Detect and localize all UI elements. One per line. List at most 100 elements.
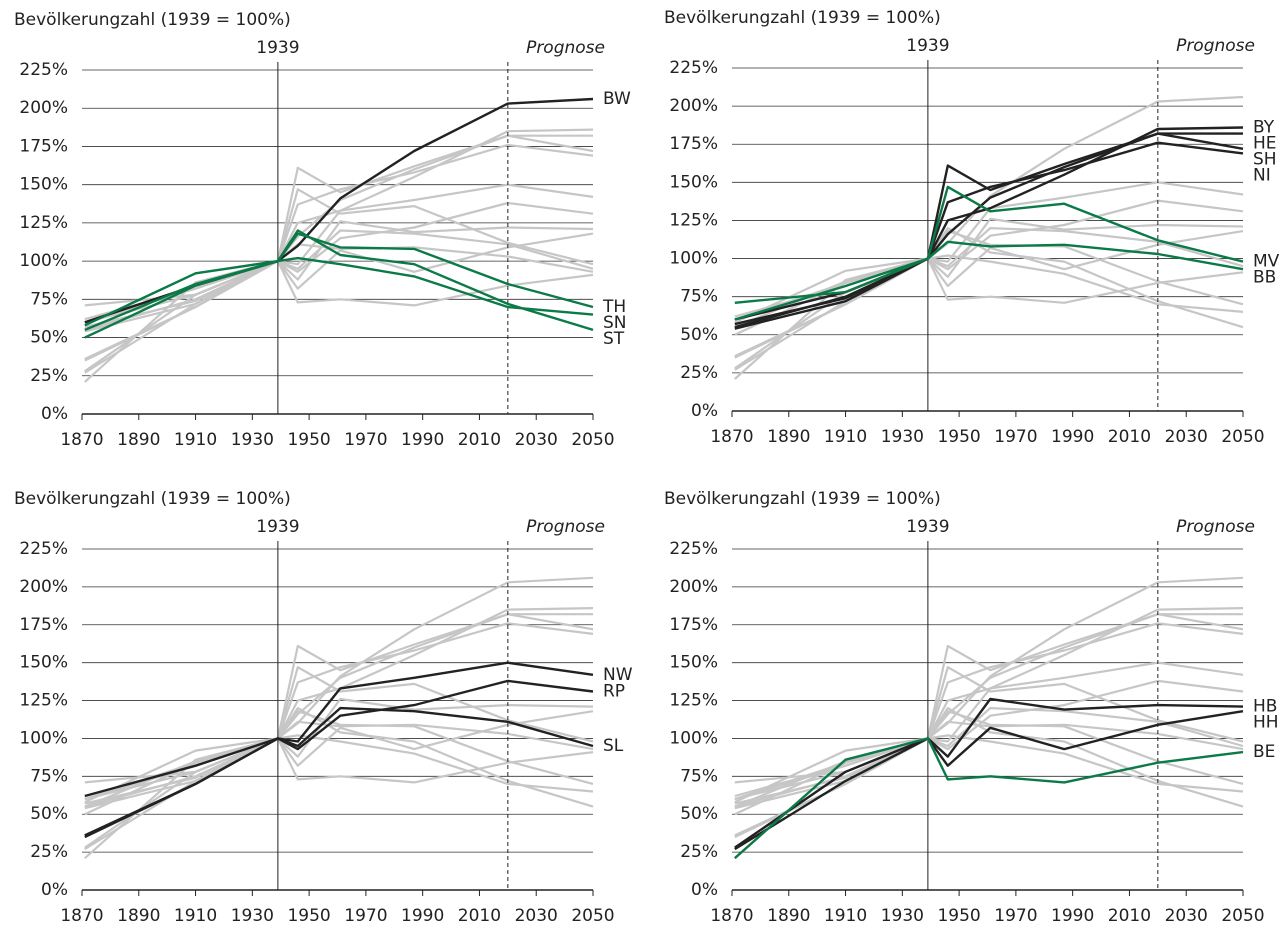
series-label: MV (1253, 252, 1280, 272)
series-label: SN (603, 313, 627, 333)
y-tick-label: 200% (19, 577, 68, 597)
x-tick-label: 2030 (1165, 427, 1208, 447)
y-tick-label: 0% (691, 880, 718, 900)
series-line (734, 141, 1244, 329)
series-label: NI (1253, 165, 1271, 185)
series-label: BB (1253, 268, 1276, 288)
marker-label: 1939 (906, 36, 949, 56)
series-line (84, 710, 594, 804)
series-line (84, 201, 594, 321)
series-line (84, 232, 594, 374)
y-tick-label: 50% (680, 325, 718, 345)
x-tick-label: 1870 (710, 427, 753, 447)
y-tick-label: 0% (41, 404, 68, 424)
series-line (84, 229, 594, 362)
series-line (84, 607, 594, 801)
x-tick-label: 1950 (287, 430, 330, 450)
x-tick-label: 1930 (231, 906, 274, 926)
x-tick-label: 1910 (824, 427, 867, 447)
series-line (84, 220, 594, 373)
y-tick-label: 225% (19, 60, 68, 80)
series-line (84, 622, 594, 808)
y-tick-label: 50% (30, 804, 68, 824)
series-line (734, 707, 1244, 816)
series-line (84, 661, 594, 837)
y-tick-label: 125% (19, 213, 68, 233)
x-tick-label: 1970 (344, 430, 387, 450)
x-tick-label: 1870 (60, 430, 103, 450)
y-tick-label: 225% (19, 539, 68, 559)
y-tick-label: 200% (669, 577, 718, 597)
y-tick-label: 25% (680, 842, 718, 862)
x-tick-label: 2010 (458, 906, 501, 926)
series-label: BW (603, 89, 631, 109)
series-label: SL (603, 736, 624, 756)
x-tick-label: 1950 (937, 427, 980, 447)
marker-label: 1939 (906, 517, 949, 537)
y-tick-label: 175% (19, 136, 68, 156)
chart-title: Bevölkerungzahl (1939 = 100%) (14, 10, 291, 30)
series-label: BY (1253, 117, 1275, 137)
y-tick-label: 75% (30, 289, 68, 309)
x-tick-label: 2010 (1108, 906, 1151, 926)
x-tick-label: 2010 (458, 430, 501, 450)
series-line (734, 227, 1244, 336)
series-label: HE (1253, 133, 1277, 153)
x-tick-label: 1990 (401, 906, 444, 926)
y-tick-label: 75% (680, 287, 718, 307)
chart-title: Bevölkerungzahl (1939 = 100%) (664, 8, 941, 28)
series-line (734, 126, 1244, 321)
marker-label: Prognose (1176, 517, 1255, 537)
series-line (84, 679, 594, 798)
x-tick-label: 1970 (994, 906, 1037, 926)
x-tick-label: 1890 (117, 906, 160, 926)
y-tick-label: 150% (669, 172, 718, 192)
x-tick-label: 1930 (881, 906, 924, 926)
series-line (734, 230, 1244, 324)
x-tick-label: 2030 (515, 906, 558, 926)
y-tick-label: 150% (19, 175, 68, 195)
series-line (84, 720, 594, 801)
x-tick-label: 2050 (571, 906, 614, 926)
x-tick-label: 1910 (174, 430, 217, 450)
x-tick-label: 2010 (1108, 427, 1151, 447)
x-tick-label: 1930 (881, 427, 924, 447)
series-line (84, 128, 594, 324)
x-tick-label: 1930 (231, 430, 274, 450)
series-line (734, 622, 1244, 808)
panel: Bevölkerungzahl (1939 = 100%) 0% 25% 50% 75%… (14, 10, 631, 450)
x-tick-label: 1950 (287, 906, 330, 926)
y-tick-label: 125% (669, 210, 718, 230)
x-tick-label: 2050 (1221, 906, 1264, 926)
series-line (84, 710, 594, 851)
series-line (84, 183, 594, 360)
x-tick-label: 1950 (937, 906, 980, 926)
series-line (84, 734, 594, 808)
x-tick-label: 1870 (710, 906, 753, 926)
panel: Bevölkerungzahl (1939 = 100%) 0% 25% 50% 75%… (664, 489, 1279, 926)
y-tick-label: 25% (30, 842, 68, 862)
series-line (734, 679, 1244, 798)
panel: Bevölkerungzahl (1939 = 100%) 0% 25% 50% 75%… (14, 489, 633, 926)
x-tick-label: 1870 (60, 906, 103, 926)
series-line (734, 661, 1244, 837)
marker-label: Prognose (1176, 36, 1255, 56)
series-line (734, 737, 1244, 860)
x-tick-label: 1890 (117, 430, 160, 450)
y-tick-label: 225% (669, 539, 718, 559)
x-tick-label: 1990 (1051, 906, 1094, 926)
y-tick-label: 125% (19, 691, 68, 711)
series-label: BE (1253, 742, 1275, 762)
series-label: NW (603, 665, 633, 685)
y-tick-label: 150% (19, 653, 68, 673)
x-tick-label: 2050 (571, 430, 614, 450)
y-tick-label: 100% (19, 728, 68, 748)
y-tick-label: 75% (680, 766, 718, 786)
y-tick-label: 225% (669, 58, 718, 78)
x-tick-label: 1910 (824, 906, 867, 926)
marker-label: Prognose (526, 517, 605, 537)
y-tick-label: 100% (19, 251, 68, 271)
series-label: RP (603, 681, 625, 701)
y-tick-label: 50% (30, 328, 68, 348)
